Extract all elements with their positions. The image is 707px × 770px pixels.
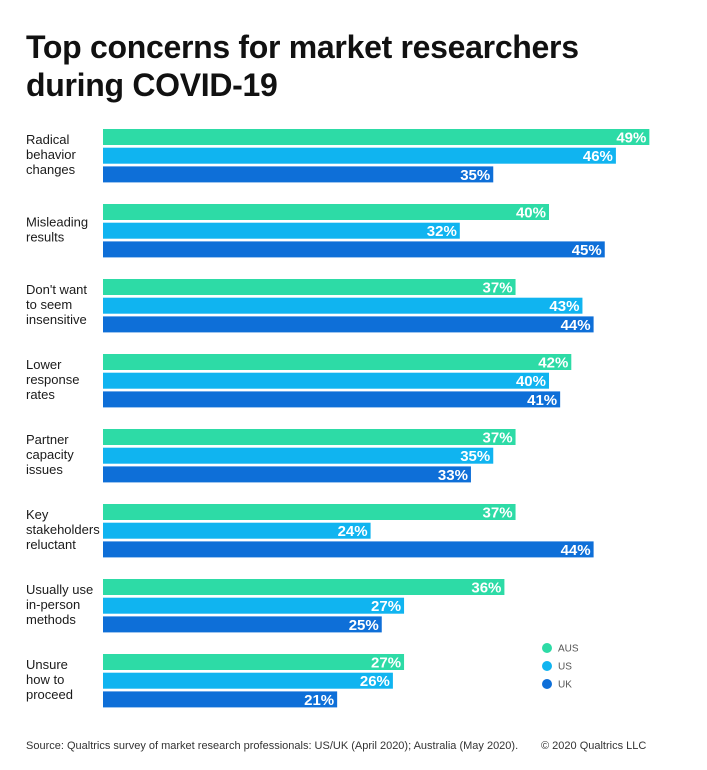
bar-value-label: 49% [616,130,646,147]
bar-value-label: 45% [572,242,602,259]
bar-value-label: 37% [483,505,513,522]
bar-us [103,297,583,314]
bar-us [103,447,494,464]
legend: AUS US UK [542,643,579,691]
category-group: Partner capacity issues 37%35% 33% [26,429,516,484]
bar-value-label: 40% [516,205,546,222]
category-group: Misleading results 40% 32% 45% [26,204,605,259]
category-label: Radical behavior changes [26,132,77,177]
bar-aus [103,129,650,145]
bar-us [103,147,616,164]
category-group: Unsure how to proceed 27%26% 21% [26,654,405,709]
legend-label-uk: UK [558,680,572,691]
bar-aus [103,354,572,370]
bar-aus [103,504,516,520]
bar-us [103,372,549,389]
category-label: Partner capacity issues [26,432,74,477]
category-group: Don't want to seem insensitive 37% 43% 44% [26,279,594,334]
bar-uk [103,616,382,633]
bar-value-label: 40% [516,373,546,390]
legend-swatch-aus [542,643,552,653]
bar-uk [103,466,471,483]
bar-value-label: 32% [427,223,457,240]
bar-aus [103,279,516,295]
legend-label-us: US [558,662,572,673]
chart-title-line-2: during COVID-19 [26,67,278,103]
bar-chart: Radical behavior changes 49%46% 35% Misleadin… [26,129,650,709]
bar-us [103,522,371,539]
bar-value-label: 44% [561,542,591,559]
bar-value-label: 42% [538,355,568,372]
category-group: Radical behavior changes 49%46% 35% [26,129,650,184]
category-label: Key stakeholders reluctant [26,507,100,552]
bar-value-label: 27% [371,655,401,672]
bar-uk [103,541,594,558]
copyright-note: © 2020 Qualtrics LLC [541,740,647,752]
category-label: Unsure how to proceed [26,657,73,702]
bar-value-label: 25% [349,617,379,634]
category-label: Lower response rates [26,357,79,402]
bar-us [103,222,460,239]
bar-value-label: 43% [549,298,579,315]
bar-value-label: 35% [460,448,490,465]
category-group: Lower response rates 42%40% 41% [26,354,572,409]
bar-uk [103,391,561,408]
bar-aus [103,654,405,670]
chart-title: Top concerns for market researchers duri… [26,28,666,104]
source-note: Source: Qualtrics survey of market resea… [26,740,519,752]
category-group: Key stakeholders reluctant 37% 24% 44% [26,504,594,559]
legend-label-aus: AUS [558,644,579,655]
bar-value-label: 44% [561,317,591,334]
bar-value-label: 37% [483,430,513,447]
bar-uk [103,691,338,708]
bar-value-label: 21% [304,692,334,709]
bar-value-label: 37% [483,280,513,297]
bar-value-label: 33% [438,467,468,484]
bar-value-label: 35% [460,167,490,184]
legend-swatch-uk [542,679,552,689]
bar-uk [103,166,494,183]
category-group: Usually use in-person methods 36% 27% 25% [26,579,505,634]
bar-value-label: 27% [371,598,401,615]
bar-value-label: 36% [471,580,501,597]
bar-uk [103,241,605,258]
bar-uk [103,316,594,333]
bar-value-label: 26% [360,673,390,690]
bar-us [103,597,405,614]
legend-swatch-us [542,661,552,671]
bar-aus [103,579,505,595]
category-label: Don't want to seem insensitive [26,282,87,327]
category-label: Usually use in-person methods [26,582,93,627]
bar-aus [103,429,516,445]
bar-value-label: 41% [527,392,557,409]
bar-aus [103,204,549,220]
chart-title-line-1: Top concerns for market researchers [26,29,579,65]
bar-value-label: 46% [583,148,613,165]
category-label: Misleading results [26,215,88,245]
bar-us [103,672,393,689]
bar-value-label: 24% [338,523,368,540]
